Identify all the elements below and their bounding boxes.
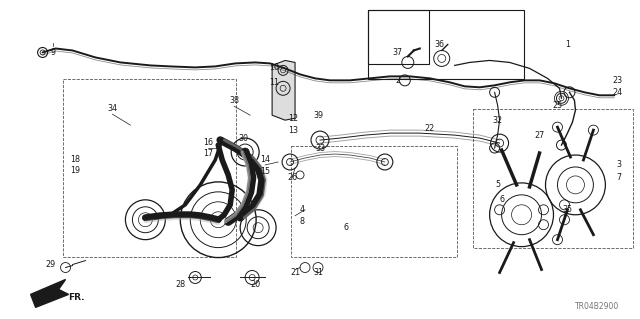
Text: 6: 6 [344,223,348,232]
Bar [368,10,524,79]
Text: 4: 4 [300,205,305,214]
Text: 32: 32 [493,116,502,125]
Text: 31: 31 [313,268,323,277]
Text: 26: 26 [287,174,297,182]
Text: 16: 16 [204,137,213,146]
Text: 22: 22 [424,124,435,133]
Text: 21: 21 [290,268,300,277]
Text: 18: 18 [70,155,81,165]
Text: 33: 33 [315,144,325,152]
Text: 37: 37 [393,48,403,57]
Text: 1: 1 [565,40,570,49]
Text: 38: 38 [229,96,239,105]
Bar [368,10,429,64]
Text: 2: 2 [396,76,401,85]
Text: FR.: FR. [68,293,85,302]
Text: 34: 34 [108,104,118,113]
Text: 20: 20 [250,280,260,289]
Text: 28: 28 [175,280,186,289]
Text: 12: 12 [288,114,298,123]
Text: TR04B2900: TR04B2900 [575,302,620,311]
Bar [473,109,633,249]
Text: 5: 5 [495,180,500,189]
Polygon shape [272,60,295,120]
Text: 19: 19 [70,167,81,175]
Text: 17: 17 [203,149,213,158]
Text: 7: 7 [617,174,622,182]
Text: 10: 10 [269,63,279,72]
Text: 35: 35 [563,205,573,214]
Text: 24: 24 [612,88,623,97]
Bar [63,79,236,257]
Text: 23: 23 [612,76,623,85]
Text: 3: 3 [617,160,622,169]
Text: 30: 30 [238,134,248,143]
Text: 36: 36 [435,40,445,49]
Text: 25: 25 [552,101,563,110]
Text: 13: 13 [288,126,298,135]
Bar [291,146,458,257]
Text: 8: 8 [300,217,305,226]
Text: 11: 11 [269,78,279,87]
Text: 6: 6 [499,195,504,204]
Text: 14: 14 [260,155,270,165]
Text: 15: 15 [260,167,270,176]
Text: 9: 9 [50,48,55,57]
Text: 27: 27 [534,130,545,140]
Text: 29: 29 [45,260,56,269]
Polygon shape [31,279,68,307]
Text: 39: 39 [313,111,323,120]
